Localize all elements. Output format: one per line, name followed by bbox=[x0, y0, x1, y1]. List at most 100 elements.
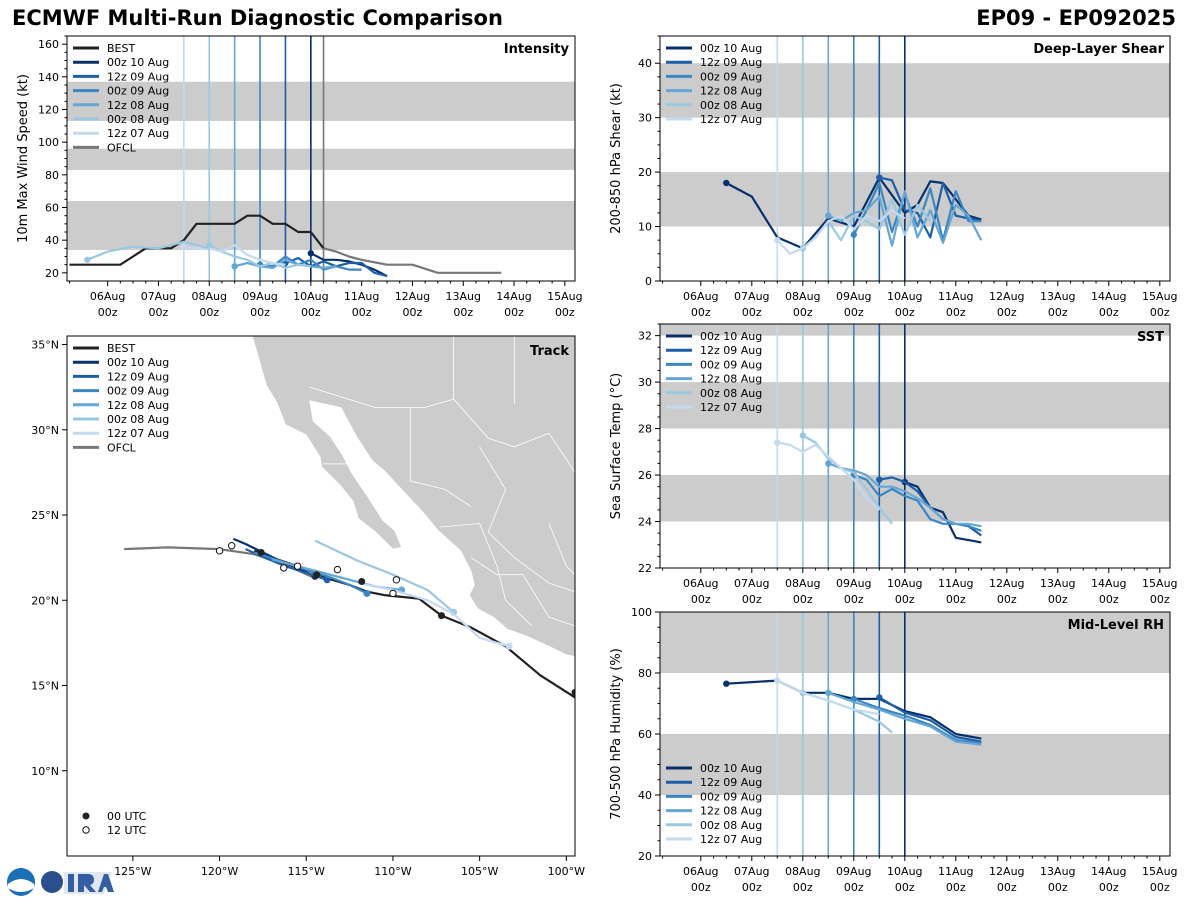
x-tick-label: 00z bbox=[1150, 593, 1170, 606]
marker-legend-label: 00 UTC bbox=[107, 810, 147, 823]
track-line bbox=[314, 539, 455, 614]
state-border bbox=[409, 407, 472, 507]
legend-label: OFCL bbox=[107, 441, 137, 454]
legend-label: 12z 07 Aug bbox=[107, 127, 169, 140]
cira-globe-icon bbox=[41, 871, 63, 893]
y-tick-label: 0 bbox=[645, 275, 652, 288]
series-point bbox=[723, 680, 730, 687]
best-point-00z bbox=[358, 578, 366, 586]
x-tick-label: 00z bbox=[1048, 306, 1068, 319]
legend-label: 00z 08 Aug bbox=[700, 819, 762, 832]
y-tick-label: 20 bbox=[638, 850, 652, 863]
x-tick-label: 00z bbox=[946, 306, 966, 319]
y-tick-label: 140 bbox=[38, 71, 59, 84]
x-tick-label: 09Aug bbox=[836, 577, 871, 590]
series-point bbox=[774, 677, 781, 684]
land-mass bbox=[251, 336, 575, 657]
x-tick-label: 07Aug bbox=[734, 577, 769, 590]
y-tick-label: 30 bbox=[638, 376, 652, 389]
y-tick-label: 28 bbox=[638, 423, 652, 436]
panel-title: Intensity bbox=[504, 42, 570, 57]
legend-label: 00z 09 Aug bbox=[700, 358, 762, 371]
x-tick-label: 00z bbox=[691, 593, 711, 606]
track-point-12z bbox=[392, 576, 401, 584]
shaded-band bbox=[660, 612, 1170, 673]
x-tick-label: 00z bbox=[742, 593, 762, 606]
track-line bbox=[232, 537, 316, 578]
legend-label: 12z 07 Aug bbox=[700, 113, 762, 126]
x-tick-label: 12Aug bbox=[395, 290, 430, 303]
y-tick-label: 22 bbox=[638, 562, 652, 575]
y-tick-label: 26 bbox=[638, 469, 652, 482]
x-tick-label: 15Aug bbox=[1142, 577, 1177, 590]
cira-wordmark-icon bbox=[68, 874, 114, 892]
series-line bbox=[776, 679, 880, 716]
x-tick-label: 00z bbox=[1150, 306, 1170, 319]
track-line bbox=[271, 558, 402, 592]
series-line bbox=[904, 480, 982, 544]
x-tick-label: 07Aug bbox=[141, 290, 176, 303]
x-tick-label: 06Aug bbox=[90, 290, 125, 303]
series-line bbox=[878, 696, 982, 743]
state-border bbox=[309, 386, 575, 473]
lat-tick-label: 25°N bbox=[31, 509, 59, 522]
x-tick-label: 00z bbox=[844, 306, 864, 319]
series-line bbox=[802, 434, 893, 525]
panel-title: Mid-Level RH bbox=[1068, 618, 1164, 633]
lon-tick-label: 115°W bbox=[288, 865, 325, 878]
y-axis-label: Sea Surface Temp (°C) bbox=[609, 373, 624, 520]
legend-label: BEST bbox=[107, 42, 135, 55]
legend-label: 00z 08 Aug bbox=[700, 99, 762, 112]
panel-shear: 0 10 20 30 40 06Aug 00z 07Aug 00z 08Aug 00z 09Aug 00… bbox=[609, 35, 1178, 319]
y-axis-label: 200-850 hPa Shear (kt) bbox=[609, 83, 624, 234]
series-line bbox=[183, 244, 286, 266]
y-tick-label: 30 bbox=[638, 112, 652, 125]
series-point bbox=[825, 460, 832, 467]
plot-frame bbox=[659, 323, 1171, 569]
x-tick-label: 00z bbox=[199, 306, 219, 319]
legend-label: 00z 09 Aug bbox=[107, 385, 169, 398]
legend-label: 00z 09 Aug bbox=[700, 790, 762, 803]
legend-label: 00z 08 Aug bbox=[107, 413, 169, 426]
marker-legend-label: 12 UTC bbox=[107, 824, 147, 837]
series-point bbox=[825, 212, 832, 219]
y-axis-label: 10m Max Wind Speed (kt) bbox=[16, 74, 31, 243]
legend-label: 12z 09 Aug bbox=[107, 70, 169, 83]
series-line bbox=[879, 176, 982, 239]
y-tick-label: 20 bbox=[45, 267, 59, 280]
series-point bbox=[84, 256, 91, 263]
legend-label: 00z 08 Aug bbox=[700, 387, 762, 400]
y-tick-label: 24 bbox=[638, 516, 652, 529]
series-line bbox=[234, 258, 337, 269]
shaded-band bbox=[660, 63, 1170, 118]
x-tick-label: 00z bbox=[946, 881, 966, 894]
legend-label: BEST bbox=[107, 342, 135, 355]
legend-label: 12z 08 Aug bbox=[700, 85, 762, 98]
y-tick-label: 80 bbox=[638, 667, 652, 680]
legend-label: 12z 09 Aug bbox=[700, 776, 762, 789]
series-point bbox=[850, 231, 857, 238]
track-point bbox=[363, 589, 371, 597]
y-tick-label: 40 bbox=[638, 57, 652, 70]
series-line bbox=[827, 462, 982, 528]
panel-title: Track bbox=[530, 344, 569, 359]
state-border bbox=[479, 446, 575, 593]
series-point bbox=[825, 689, 832, 697]
lat-tick-label: 15°N bbox=[31, 680, 59, 693]
legend-label: 00z 10 Aug bbox=[700, 42, 762, 55]
y-tick-label: 80 bbox=[45, 169, 59, 182]
x-tick-label: 14Aug bbox=[1091, 865, 1126, 878]
panel-sst: 22 24 26 28 30 32 06Aug 00z 07Aug 00z 08Aug 00z 09Au… bbox=[609, 323, 1178, 606]
legend-label: 12z 08 Aug bbox=[107, 99, 169, 112]
x-tick-label: 00z bbox=[946, 593, 966, 606]
x-tick-label: 08Aug bbox=[191, 290, 226, 303]
x-tick-label: 00z bbox=[555, 306, 575, 319]
x-tick-label: 06Aug bbox=[683, 290, 718, 303]
panel-track: 125°W 120°W 115°W 110°W 105°W 100°W 10°N 15°N 20… bbox=[31, 335, 585, 878]
lon-tick-label: 105°W bbox=[461, 865, 498, 878]
x-tick-label: 00z bbox=[793, 306, 813, 319]
x-tick-label: 00z bbox=[997, 593, 1017, 606]
legend-label: 00z 10 Aug bbox=[107, 356, 169, 369]
series-point bbox=[876, 174, 883, 181]
